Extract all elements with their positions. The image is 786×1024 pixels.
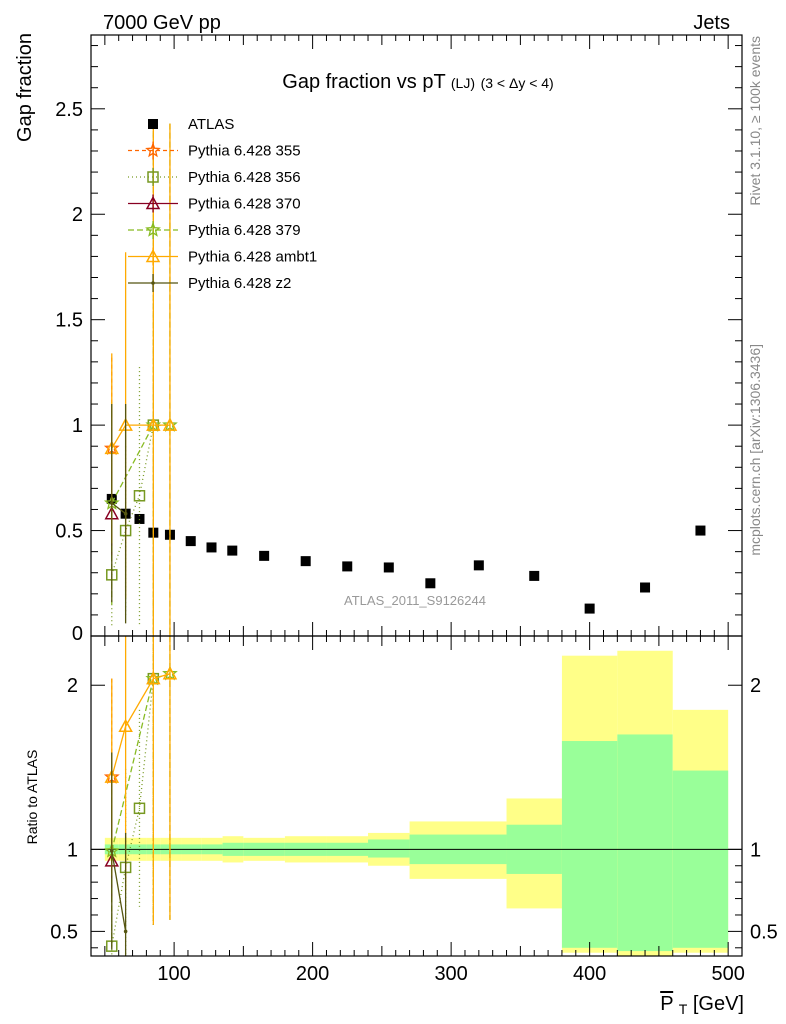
- x-tick-label: 500: [711, 963, 744, 985]
- data-point: [227, 545, 238, 556]
- data-point: [134, 513, 145, 524]
- data-point: [206, 542, 217, 553]
- data-point: [300, 556, 311, 567]
- x-tick-label: 400: [573, 963, 606, 985]
- legend-marker: [145, 195, 161, 210]
- analysis-watermark: ATLAS_2011_S9126244: [344, 593, 486, 608]
- header-right: Jets: [693, 12, 730, 34]
- axes: 100 200 300 400 500 0.5 1 1.5 2 2.5 0 0.5 0.5 1 1 2 2: [50, 34, 778, 985]
- legend-label: Pythia 6.428 379: [188, 222, 301, 239]
- data-point: [146, 417, 161, 431]
- legend-label: Pythia 6.428 ambt1: [188, 249, 317, 266]
- main-y-tick-label: 1: [72, 415, 83, 437]
- legend-marker: [145, 142, 161, 158]
- data-point: [162, 666, 178, 680]
- legend-marker: [148, 119, 158, 129]
- data-point: [162, 417, 178, 431]
- data-point: [473, 560, 484, 571]
- main-title: Gap fraction vs pT (LJ) (3 < Δy < 4): [282, 71, 553, 93]
- green-band-bin: [368, 839, 410, 858]
- series-line: [111, 673, 171, 778]
- main-title-sub1: (LJ): [451, 75, 475, 91]
- data-point: [123, 511, 128, 516]
- legend-entry-pythia-6-428-379: Pythia 6.428 379: [128, 221, 301, 239]
- data-point: [425, 578, 436, 589]
- series-line: [111, 424, 154, 576]
- series-line: [111, 502, 127, 515]
- legend-entry-pythia-6-428-ambt1: Pythia 6.428 ambt1: [128, 247, 317, 266]
- data-point: [146, 671, 161, 685]
- x-tick-label: 100: [157, 963, 190, 985]
- data-point: [529, 570, 540, 581]
- ratio-y-tick-label-left: 1: [67, 839, 78, 861]
- data-point: [259, 550, 270, 561]
- ratio-y-tick-label-left: 0.5: [50, 921, 78, 943]
- data-point: [133, 802, 146, 815]
- rivet-label: Rivet 3.1.10, ≥ 100k events: [747, 36, 763, 206]
- legend-entry-pythia-6-428-370: Pythia 6.428 370: [128, 194, 301, 213]
- ratio-y-tick-label-right: 1: [750, 839, 761, 861]
- x-tick-label: 200: [296, 963, 329, 985]
- series-line: [111, 850, 127, 932]
- main-y-axis-label: Gap fraction: [14, 33, 36, 142]
- data-point: [123, 929, 128, 934]
- data-point: [383, 562, 394, 573]
- main-y-tick-label-zero: 0: [72, 623, 83, 645]
- legend-entry-atlas: ATLAS: [148, 116, 234, 133]
- main-y-tick-label: 0.5: [55, 521, 83, 543]
- main-title-text: Gap fraction vs pT: [282, 71, 445, 93]
- x-axis-label-sub: T: [679, 1001, 688, 1017]
- legend-marker: [145, 221, 161, 237]
- header-left: 7000 GeV pp: [103, 12, 221, 34]
- data-point: [342, 561, 353, 572]
- data-point: [133, 490, 146, 502]
- ratio-uncertainty-bands: [91, 650, 742, 956]
- main-panel-series: [103, 119, 706, 636]
- series-pythia-6-428-ambt1: [104, 636, 178, 925]
- legend-marker: [147, 171, 159, 183]
- ratio-plot-frame: [90, 635, 743, 957]
- legend-entry-pythia-6-428-355: Pythia 6.428 355: [128, 141, 301, 160]
- legend-label: Pythia 6.428 355: [188, 143, 301, 160]
- legend-label: Pythia 6.428 z2: [188, 275, 291, 292]
- data-point: [584, 603, 595, 614]
- ratio-y-tick-label-right: 2: [750, 675, 761, 697]
- series-pythia-6-428-z2: [109, 752, 128, 956]
- data-point: [109, 501, 114, 505]
- series-pythia-6-428-356: [106, 119, 160, 636]
- main-title-sub2: (3 < Δy < 4): [481, 75, 554, 91]
- green-band-bin: [561, 741, 618, 948]
- main-y-tick-label: 2: [72, 204, 83, 226]
- data-point: [109, 849, 114, 853]
- legend-entry-pythia-6-428-z2: Pythia 6.428 z2: [128, 274, 291, 292]
- legend-label: Pythia 6.428 370: [188, 196, 301, 213]
- series-line: [111, 424, 170, 449]
- series-pythia-6-428-z2: [109, 404, 128, 624]
- ratio-y-axis-label: Ratio to ATLAS: [24, 750, 40, 845]
- mcplots-label: mcplots.cern.ch [arXiv:1306.3436]: [747, 344, 763, 556]
- ratio-panel-series: [103, 636, 178, 956]
- legend-label: ATLAS: [188, 116, 234, 133]
- main-y-tick-label: 1.5: [55, 310, 83, 332]
- x-axis-label-unit: [GeV]: [693, 993, 744, 1015]
- x-axis-label-main: P: [660, 993, 673, 1015]
- legend-marker: [145, 248, 161, 263]
- series-line: [111, 678, 154, 947]
- main-y-tick-label: 2.5: [55, 99, 83, 121]
- ratio-y-tick-label-right: 0.5: [750, 921, 778, 943]
- data-point: [118, 718, 133, 733]
- green-band-bin: [617, 734, 673, 952]
- legend-entry-pythia-6-428-356: Pythia 6.428 356: [128, 168, 301, 186]
- legend: ATLAS Pythia 6.428 355 Pythia 6.428 356 Pyt…: [128, 116, 317, 292]
- legend-label: Pythia 6.428 356: [188, 169, 301, 186]
- green-band-bin: [672, 770, 729, 948]
- x-axis-label: P T [GeV]: [660, 993, 744, 1019]
- data-point: [695, 525, 706, 536]
- ratio-y-tick-label-left: 2: [67, 675, 78, 697]
- data-point: [640, 582, 651, 593]
- data-point: [185, 536, 196, 547]
- x-tick-label: 300: [434, 963, 467, 985]
- legend-marker: [151, 281, 155, 285]
